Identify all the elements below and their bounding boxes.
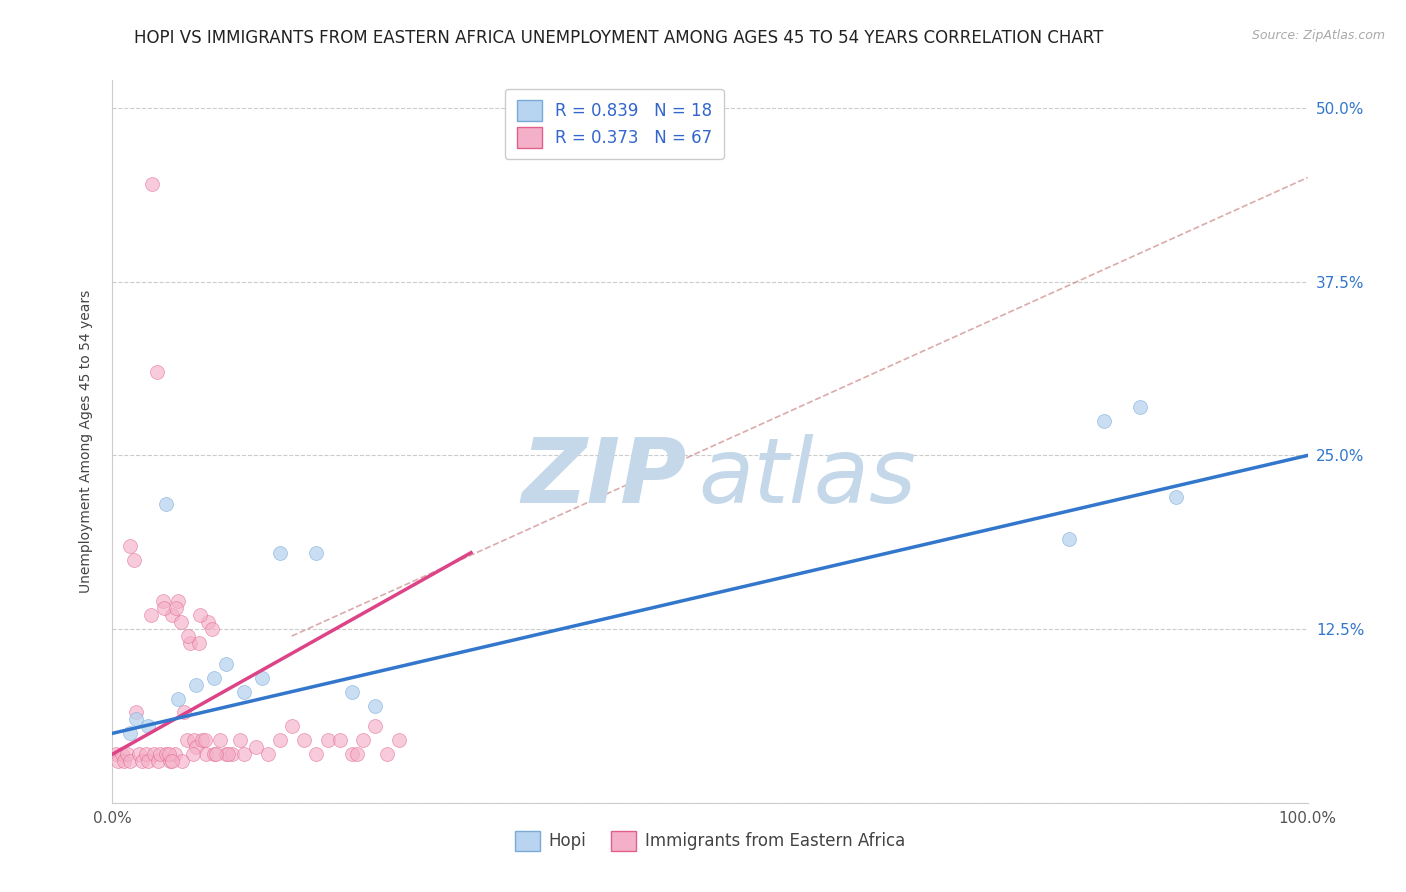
Point <box>1057 532 1080 546</box>
Point <box>145 365 167 379</box>
Point <box>292 733 315 747</box>
Point <box>138 719 160 733</box>
Point <box>139 608 162 623</box>
Point <box>215 657 238 671</box>
Point <box>197 615 219 630</box>
Point <box>340 747 363 761</box>
Point <box>353 733 375 747</box>
Point <box>305 747 328 761</box>
Point <box>329 733 352 747</box>
Text: ZIP: ZIP <box>520 434 686 522</box>
Point <box>177 629 200 643</box>
Point <box>162 754 183 768</box>
Point <box>1166 490 1188 504</box>
Point <box>215 747 238 761</box>
Point <box>135 747 157 761</box>
Point <box>202 671 225 685</box>
Point <box>201 622 224 636</box>
Point <box>181 747 204 761</box>
Point <box>269 733 291 747</box>
Point <box>193 733 215 747</box>
Point <box>163 747 186 761</box>
Point <box>111 747 134 761</box>
Point <box>221 747 243 761</box>
Point <box>115 747 138 761</box>
Point <box>186 740 208 755</box>
Point <box>105 747 128 761</box>
Point <box>107 754 129 768</box>
Point <box>340 684 363 698</box>
Point <box>194 747 217 761</box>
Point <box>173 706 195 720</box>
Point <box>143 747 166 761</box>
Point <box>250 671 273 685</box>
Point <box>364 698 387 713</box>
Point <box>257 747 280 761</box>
Point <box>245 740 267 755</box>
Point <box>377 747 399 761</box>
Point <box>316 733 339 747</box>
Point <box>114 754 135 768</box>
Point <box>205 747 228 761</box>
Point <box>179 636 201 650</box>
Y-axis label: Unemployment Among Ages 45 to 54 years: Unemployment Among Ages 45 to 54 years <box>79 290 93 593</box>
Legend: Hopi, Immigrants from Eastern Africa: Hopi, Immigrants from Eastern Africa <box>508 822 912 860</box>
Text: HOPI VS IMMIGRANTS FROM EASTERN AFRICA UNEMPLOYMENT AMONG AGES 45 TO 54 YEARS CO: HOPI VS IMMIGRANTS FROM EASTERN AFRICA U… <box>134 29 1104 46</box>
Point <box>165 601 187 615</box>
Point <box>233 747 256 761</box>
Point <box>122 552 145 566</box>
Point <box>131 754 153 768</box>
Point <box>364 719 387 733</box>
Text: Source: ZipAtlas.com: Source: ZipAtlas.com <box>1251 29 1385 42</box>
Point <box>162 608 183 623</box>
Point <box>202 747 225 761</box>
Point <box>233 684 256 698</box>
Point <box>141 178 163 192</box>
Point <box>149 747 172 761</box>
Point <box>128 747 150 761</box>
Point <box>157 747 180 761</box>
Point <box>191 733 214 747</box>
Point <box>188 608 211 623</box>
Point <box>120 754 142 768</box>
Point <box>187 636 209 650</box>
Point <box>169 615 191 630</box>
Text: atlas: atlas <box>699 434 917 522</box>
Point <box>155 747 177 761</box>
Point <box>159 754 181 768</box>
Point <box>167 691 190 706</box>
Point <box>186 678 208 692</box>
Point <box>346 747 368 761</box>
Point <box>176 733 198 747</box>
Point <box>170 754 193 768</box>
Point <box>183 733 205 747</box>
Point <box>167 594 190 608</box>
Point <box>209 733 232 747</box>
Point <box>138 754 160 768</box>
Point <box>155 497 177 511</box>
Point <box>120 539 142 553</box>
Point <box>152 594 174 608</box>
Point <box>146 754 169 768</box>
Point <box>120 726 142 740</box>
Point <box>125 706 148 720</box>
Point <box>229 733 252 747</box>
Point <box>217 747 239 761</box>
Point <box>1094 414 1116 428</box>
Point <box>125 713 148 727</box>
Point <box>281 719 304 733</box>
Point <box>305 546 328 560</box>
Point <box>153 601 176 615</box>
Point <box>269 546 291 560</box>
Point <box>388 733 411 747</box>
Point <box>1129 400 1152 414</box>
